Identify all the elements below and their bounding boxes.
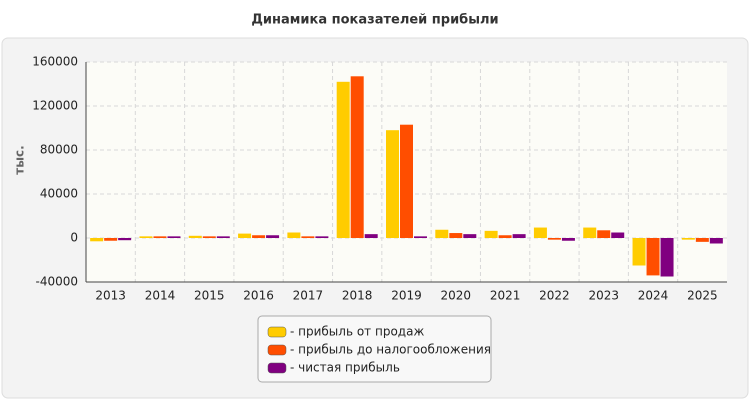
bar xyxy=(646,238,660,276)
legend-label: - прибыль до налогообложения xyxy=(290,343,491,357)
legend-swatch xyxy=(267,326,287,338)
x-tick-label: 2024 xyxy=(638,289,669,303)
bar xyxy=(463,234,477,238)
legend-label: - чистая прибыль xyxy=(290,361,400,375)
y-tick-label: 0 xyxy=(70,231,78,245)
bar xyxy=(118,238,132,241)
bar xyxy=(583,227,597,238)
bar xyxy=(287,232,301,238)
bar xyxy=(632,238,646,266)
x-tick-label: 2019 xyxy=(391,289,422,303)
bar xyxy=(364,234,378,238)
bar xyxy=(400,124,413,238)
x-tick-label: 2013 xyxy=(95,289,126,303)
bar xyxy=(167,236,181,238)
x-tick-label: 2025 xyxy=(687,289,718,303)
bar xyxy=(449,233,463,238)
bar xyxy=(611,232,625,238)
bar xyxy=(216,236,230,238)
bar xyxy=(512,234,526,238)
bar xyxy=(660,238,674,277)
x-tick-label: 2018 xyxy=(342,289,373,303)
bar xyxy=(238,233,252,238)
y-tick-label: 40000 xyxy=(40,187,78,201)
x-tick-label: 2017 xyxy=(293,289,324,303)
legend-swatch xyxy=(267,362,287,374)
x-tick-label: 2023 xyxy=(588,289,619,303)
y-axis-label: тыс. xyxy=(13,145,27,174)
bar xyxy=(414,236,427,238)
bar xyxy=(188,235,202,238)
x-tick-label: 2021 xyxy=(490,289,521,303)
x-tick-label: 2014 xyxy=(145,289,176,303)
bar xyxy=(315,236,329,238)
y-tick-label: -40000 xyxy=(35,275,78,289)
chart-title: Динамика показателей прибыли xyxy=(251,13,498,28)
y-tick-label: 80000 xyxy=(40,143,78,157)
bar xyxy=(498,235,512,238)
y-tick-label: 160000 xyxy=(32,55,78,69)
legend-label: - прибыль от продаж xyxy=(290,325,424,339)
bar xyxy=(695,238,709,242)
bar xyxy=(252,235,266,238)
bar xyxy=(386,130,399,238)
bar xyxy=(533,227,547,238)
x-tick-label: 2020 xyxy=(441,289,472,303)
bar xyxy=(301,236,315,238)
legend-swatch xyxy=(267,344,287,356)
bar xyxy=(336,81,350,238)
bar xyxy=(139,236,153,238)
bar xyxy=(266,235,280,238)
bar xyxy=(435,229,449,238)
bar xyxy=(202,236,216,238)
y-tick-label: 120000 xyxy=(32,99,78,113)
bar xyxy=(104,238,118,241)
x-tick-label: 2022 xyxy=(539,289,570,303)
bar xyxy=(597,230,611,238)
bar xyxy=(350,76,364,238)
bar xyxy=(709,238,723,244)
bar xyxy=(561,238,575,241)
bar xyxy=(484,230,498,238)
x-tick-label: 2016 xyxy=(243,289,274,303)
bar xyxy=(90,238,104,242)
bar xyxy=(547,238,561,240)
x-tick-label: 2015 xyxy=(194,289,225,303)
bar xyxy=(681,238,695,240)
legend xyxy=(257,315,492,383)
bar xyxy=(153,236,167,238)
